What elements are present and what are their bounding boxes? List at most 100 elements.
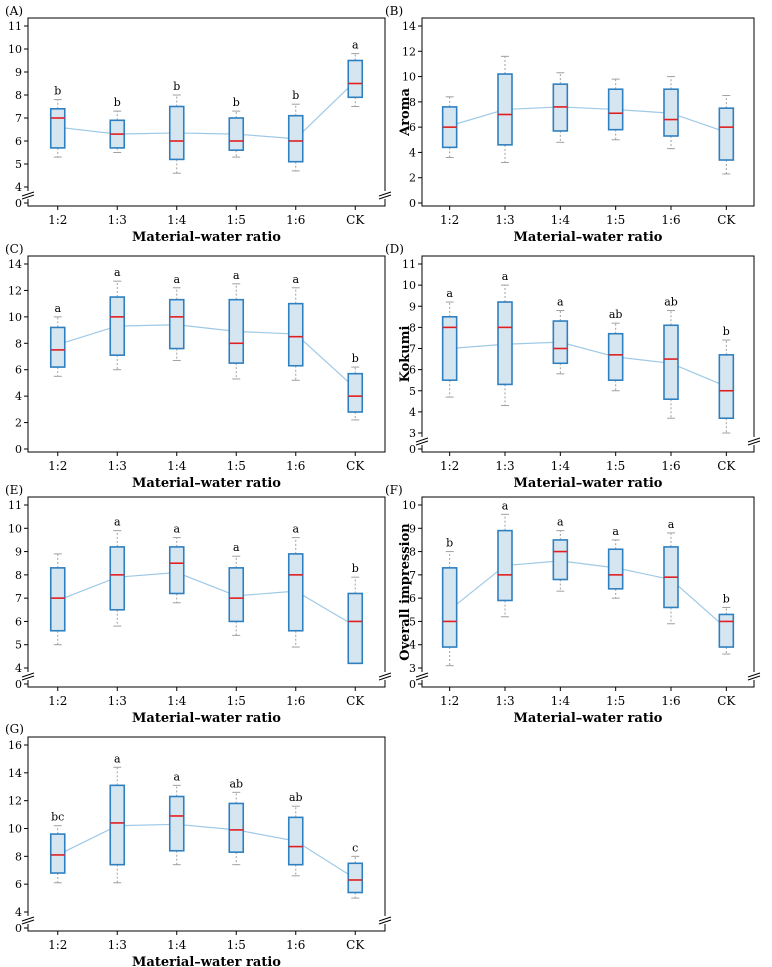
box-CK: b — [347, 352, 364, 421]
panel-label: (G) — [5, 722, 24, 736]
box-1:2: a — [49, 302, 66, 377]
significance-letter: a — [502, 499, 509, 512]
box-CK: b — [718, 592, 735, 655]
y-tick-label: 7 — [15, 592, 22, 605]
axis-break-mark — [747, 675, 761, 681]
y-tick-label: 5 — [15, 639, 22, 652]
x-tick-label: 1:5 — [227, 459, 246, 473]
y-tick-label: 6 — [15, 878, 22, 891]
box-body — [109, 296, 126, 356]
axis-break-mark — [378, 675, 392, 681]
axis-break-gap — [22, 672, 34, 680]
x-tick-label: 1:5 — [606, 213, 625, 227]
significance-letter: a — [612, 525, 619, 538]
significance-letter: b — [446, 537, 453, 550]
y-tick-label: 10 — [8, 43, 22, 56]
box-body — [607, 332, 624, 381]
y-tick-label: 14 — [8, 258, 22, 271]
x-tick-label: 1:6 — [661, 213, 680, 227]
significance-letter: b — [292, 89, 299, 102]
x-tick-label: 1:6 — [286, 694, 305, 708]
box-body — [287, 816, 304, 866]
box-body — [168, 298, 185, 350]
box-body — [552, 320, 569, 365]
box-1:6: b — [287, 89, 304, 172]
box-body — [497, 73, 513, 146]
y-tick-label: 16 — [8, 739, 22, 752]
y-tick-label: 4 — [15, 662, 22, 675]
significance-letter: b — [723, 592, 730, 605]
box-body — [228, 117, 245, 152]
box-body — [347, 59, 364, 99]
box-body — [287, 553, 304, 632]
panel-label: (F) — [385, 483, 403, 497]
y-tick-label: 7 — [15, 112, 22, 125]
y-tick-label: 2 — [409, 172, 416, 185]
box-body — [607, 88, 624, 131]
box-1:5: ab — [228, 777, 245, 866]
axis-break-mark — [378, 672, 392, 678]
axis-break-mark — [747, 437, 761, 443]
x-tick-label: 1:3 — [495, 694, 514, 708]
box-1:6: a — [287, 523, 304, 648]
box-body — [109, 784, 126, 866]
panel-e: 0 4 5 6 7 8 9 10 11 1:2 1:3 1:4 1:5 1:6 CK a a a a b Materia… — [5, 483, 392, 726]
x-tick-label: 1:3 — [495, 459, 514, 473]
significance-letter: b — [233, 96, 240, 109]
axis-break-mark — [378, 919, 392, 925]
plot-frame — [421, 17, 755, 207]
x-tick-label: 1:5 — [227, 938, 246, 952]
box-1:3 — [497, 55, 513, 164]
panel-c: 0 2 4 6 8 10 12 14 1:2 1:3 1:4 1:5 1:6 CK a a a a a b Materi… — [5, 242, 386, 491]
axis-break-mark — [415, 437, 429, 443]
y-tick-label: 14 — [8, 767, 22, 780]
box-CK: c — [347, 841, 364, 899]
significance-letter: a — [233, 541, 240, 554]
significance-letter: ab — [609, 308, 623, 321]
x-tick-label: 1:2 — [440, 459, 459, 473]
box-body — [287, 302, 304, 367]
x-tick-label: 1:2 — [48, 938, 67, 952]
box-body — [49, 108, 66, 149]
box-CK: a — [347, 39, 364, 107]
box-1:4 — [552, 72, 569, 143]
box-body — [497, 301, 513, 386]
y-tick-label: 8 — [15, 850, 22, 863]
axis-break-mark — [21, 672, 35, 678]
y-tick-label: 8 — [409, 96, 416, 109]
panel-label: (E) — [5, 483, 23, 497]
x-tick-label: 1:2 — [440, 694, 459, 708]
box-body — [49, 326, 66, 368]
x-axis-label: Material–water ratio — [514, 476, 663, 491]
box-body — [663, 324, 679, 401]
y-tick-label: 4 — [409, 406, 416, 419]
significance-letter: a — [114, 266, 121, 279]
x-tick-label: 1:4 — [167, 938, 187, 952]
significance-letter: a — [352, 39, 359, 52]
axis-break-mark — [21, 916, 35, 922]
panel-label: (D) — [385, 242, 404, 256]
box-1:3: b — [109, 96, 126, 153]
axis-break-mark — [21, 191, 35, 197]
x-tick-label: 1:6 — [286, 938, 305, 952]
significance-letter: a — [173, 523, 180, 536]
box-1:2: b — [441, 537, 458, 667]
y-tick-label: 12 — [402, 45, 416, 58]
x-axis-label: Material–water ratio — [132, 476, 281, 491]
y-tick-label: 4 — [15, 181, 22, 194]
y-tick-label: 0 — [15, 197, 22, 210]
axis-break-mark — [415, 440, 429, 446]
axis-break-mark — [415, 672, 429, 678]
y-tick-label: 0 — [15, 443, 22, 456]
box-body — [287, 114, 304, 163]
box-1:6 — [663, 76, 679, 150]
x-tick-label: 1:4 — [551, 213, 571, 227]
box-CK: b — [718, 325, 735, 434]
y-tick-label: 2 — [15, 417, 22, 430]
significance-letter: a — [173, 273, 180, 286]
significance-letter: a — [446, 287, 453, 300]
box-1:2 — [49, 553, 66, 646]
y-tick-label: 4 — [15, 906, 22, 919]
box-1:5: a — [607, 525, 624, 599]
